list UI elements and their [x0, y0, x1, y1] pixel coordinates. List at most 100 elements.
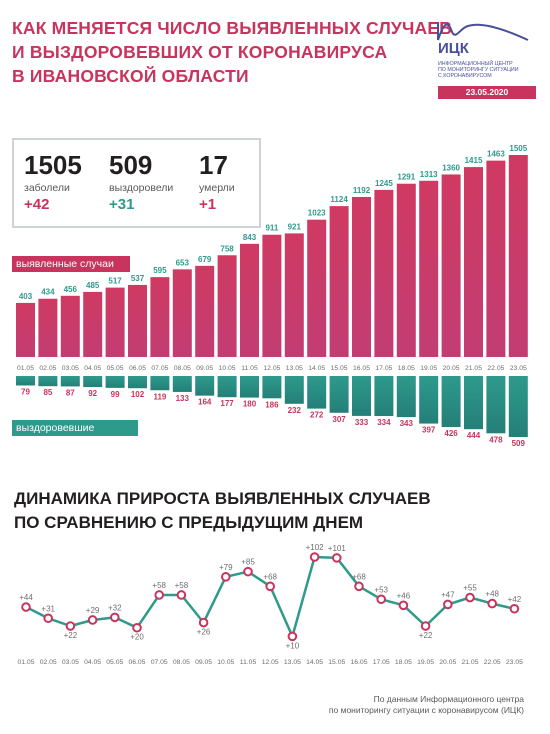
recovered-value-label: 509 [512, 439, 526, 448]
growth-point [443, 599, 453, 610]
date-tick-label: 18.05 [398, 365, 415, 372]
recovered-value-label: 343 [400, 419, 414, 428]
case-bar [486, 160, 506, 357]
recovered-value-label: 478 [489, 435, 503, 444]
recovered-bar [262, 376, 282, 399]
date-tick-label: 16.05 [353, 365, 370, 372]
section-title-line-1: Динамика прироста выявленных случаев [14, 489, 431, 508]
date-tick-label: 15.05 [331, 365, 348, 372]
recovered-bar [83, 376, 103, 388]
recovered-bar [329, 376, 349, 413]
growth-point [287, 631, 298, 642]
date-tick-label: 13.05 [286, 365, 303, 372]
growth-value-label: +26 [197, 628, 211, 637]
recovered-bar [150, 376, 170, 391]
date-tick-label: 21.05 [461, 659, 478, 666]
logo-name: ИЦК [438, 40, 469, 57]
date-badge: 23.05.2020 [438, 86, 536, 99]
case-value-label: 456 [64, 285, 78, 294]
date-tick-label: 22.05 [484, 659, 501, 666]
recovered-bar [374, 376, 394, 417]
growth-point [43, 613, 54, 624]
growth-point [309, 552, 320, 562]
growth-point [221, 572, 231, 582]
section-title-line-2: по сравнению с предыдущим днем [14, 513, 364, 532]
growth-value-label: +22 [64, 631, 78, 640]
recovered-bar [396, 376, 416, 418]
growth-point [132, 622, 142, 633]
recovered-value-label: 164 [198, 398, 212, 407]
growth-value-label: +58 [152, 581, 166, 590]
recovered-value-label: 307 [332, 415, 346, 424]
growth-point [354, 581, 364, 592]
stat-recovered: 509 выздоровели +31 [109, 150, 173, 213]
stat-value: 1505 [24, 150, 82, 180]
case-value-label: 517 [108, 277, 122, 286]
recovered-value-label: 334 [377, 418, 391, 427]
growth-value-label: +31 [41, 604, 55, 613]
date-tick-label: 10.05 [219, 365, 236, 372]
growth-point [487, 598, 498, 609]
stat-value: 509 [109, 150, 153, 180]
case-value-label: 1313 [420, 170, 438, 179]
recovered-value-label: 85 [43, 388, 52, 397]
growth-point [154, 590, 164, 600]
growth-value-label: +79 [219, 563, 233, 572]
recovered-bar [105, 376, 125, 388]
growth-value-label: +101 [328, 544, 347, 553]
logo-subtitle-line: с коронавирусом [438, 73, 492, 80]
case-value-label: 434 [41, 288, 55, 297]
case-value-label: 679 [198, 255, 212, 264]
date-tick-label: 19.05 [417, 659, 434, 666]
growth-value-label: +20 [130, 633, 144, 642]
growth-value-label: +29 [86, 606, 100, 615]
growth-point [198, 617, 209, 628]
logo-subtitle: Информационный центр по мониторингу ситу… [438, 61, 536, 80]
recovered-value-label: 444 [467, 431, 481, 440]
stat-deaths: 17 умерли +1 [199, 150, 235, 213]
case-bar [195, 265, 215, 357]
title-line-2: и выздоровевших от коронавируса [12, 42, 388, 62]
case-bar [464, 167, 483, 357]
cases-series-label: выявленные случаи [12, 256, 130, 272]
stat-delta: +31 [109, 196, 135, 213]
growth-point [243, 566, 253, 577]
date-tick-label: 09.05 [195, 659, 212, 666]
date-tick-label: 03.05 [62, 659, 79, 666]
case-bar [419, 180, 439, 357]
stat-delta: +42 [24, 196, 50, 213]
case-value-label: 1023 [308, 209, 326, 218]
date-tick-label: 11.05 [240, 659, 257, 666]
recovered-bar [284, 376, 304, 404]
case-value-label: 595 [153, 266, 167, 275]
growth-value-label: +58 [175, 581, 189, 590]
case-bar [284, 233, 304, 357]
growth-value-label: +46 [397, 591, 411, 600]
date-tick-label: 08.05 [174, 365, 191, 372]
date-tick-label: 14.05 [306, 659, 323, 666]
growth-value-label: +32 [108, 603, 122, 612]
recovered-bar [352, 376, 371, 416]
date-tick-label: 20.05 [439, 659, 456, 666]
growth-point [509, 603, 520, 614]
date-tick-label: 22.05 [487, 365, 504, 372]
source-line-2: по мониторингу ситуации с коронавирусом … [328, 705, 524, 715]
recovered-value-label: 186 [265, 400, 279, 409]
growth-value-label: +53 [374, 585, 388, 594]
date-tick-label: 07.05 [151, 659, 168, 666]
recovered-bar [508, 376, 528, 437]
title-line-3: в Ивановской области [12, 66, 249, 86]
growth-point [420, 621, 431, 631]
date-tick-label: 08.05 [173, 659, 190, 666]
date-tick-label: 06.05 [129, 365, 146, 372]
growth-point [65, 621, 76, 631]
stat-label: выздоровели [109, 182, 174, 194]
title-line-1: Как меняется число выявленных случаев [12, 18, 453, 38]
case-bar [508, 155, 528, 357]
logo-mark-icon [437, 22, 529, 41]
recovered-bar [60, 376, 80, 387]
date-tick-label: 01.05 [17, 659, 34, 666]
date-tick-label: 11.05 [241, 365, 258, 372]
recovered-bar [172, 376, 192, 392]
date-tick-label: 02.05 [40, 659, 57, 666]
